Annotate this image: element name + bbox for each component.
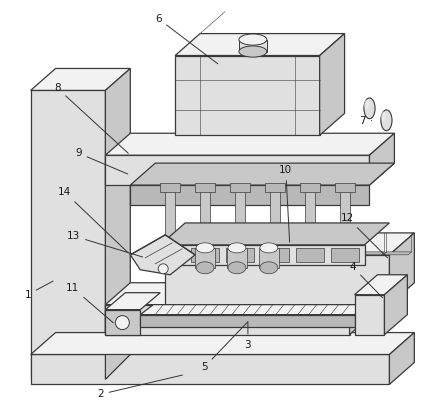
Polygon shape <box>259 248 279 268</box>
Polygon shape <box>156 248 184 262</box>
Text: 4: 4 <box>349 262 382 298</box>
Ellipse shape <box>239 46 267 57</box>
Polygon shape <box>105 293 160 310</box>
Polygon shape <box>200 185 210 250</box>
Polygon shape <box>230 183 250 192</box>
Polygon shape <box>195 183 215 192</box>
Polygon shape <box>334 240 354 255</box>
Polygon shape <box>175 33 345 55</box>
Polygon shape <box>261 248 289 262</box>
Polygon shape <box>334 183 354 192</box>
Polygon shape <box>303 252 330 255</box>
Text: 8: 8 <box>54 83 128 153</box>
Polygon shape <box>300 240 320 255</box>
Polygon shape <box>105 133 394 155</box>
Polygon shape <box>105 310 140 335</box>
Polygon shape <box>357 252 385 255</box>
Polygon shape <box>31 333 414 355</box>
Polygon shape <box>130 163 394 185</box>
Polygon shape <box>175 55 320 135</box>
Polygon shape <box>300 183 320 192</box>
Polygon shape <box>296 248 324 262</box>
Polygon shape <box>105 155 369 185</box>
Polygon shape <box>191 248 219 262</box>
Polygon shape <box>105 283 374 305</box>
Ellipse shape <box>381 111 386 121</box>
Polygon shape <box>389 333 414 384</box>
Ellipse shape <box>228 262 246 274</box>
Polygon shape <box>140 305 368 315</box>
Polygon shape <box>105 69 130 379</box>
Text: 3: 3 <box>245 322 251 350</box>
Ellipse shape <box>364 100 369 109</box>
Polygon shape <box>31 69 130 91</box>
Ellipse shape <box>228 243 246 253</box>
Polygon shape <box>227 248 247 268</box>
Text: 1: 1 <box>24 281 53 300</box>
Text: 14: 14 <box>58 187 128 253</box>
Polygon shape <box>340 185 350 250</box>
Polygon shape <box>222 252 250 255</box>
Polygon shape <box>354 275 408 295</box>
Polygon shape <box>354 295 385 335</box>
Polygon shape <box>384 252 412 255</box>
Bar <box>239 40 267 51</box>
Ellipse shape <box>239 34 267 45</box>
Circle shape <box>115 316 129 330</box>
Polygon shape <box>270 185 280 250</box>
Polygon shape <box>305 185 315 250</box>
Polygon shape <box>265 240 285 255</box>
Polygon shape <box>31 355 389 384</box>
Polygon shape <box>31 91 105 379</box>
Polygon shape <box>165 185 175 250</box>
Text: 11: 11 <box>66 283 113 323</box>
Polygon shape <box>320 33 345 135</box>
Text: 6: 6 <box>155 13 218 64</box>
Polygon shape <box>140 315 354 326</box>
Ellipse shape <box>196 243 214 253</box>
Circle shape <box>158 264 168 274</box>
Polygon shape <box>165 233 414 255</box>
Text: 13: 13 <box>67 231 143 257</box>
Text: 10: 10 <box>279 165 292 242</box>
Polygon shape <box>249 252 277 255</box>
Polygon shape <box>130 185 369 205</box>
Text: 9: 9 <box>75 148 128 174</box>
Polygon shape <box>369 133 394 185</box>
Ellipse shape <box>260 243 278 253</box>
Polygon shape <box>105 305 350 335</box>
Polygon shape <box>165 255 389 305</box>
Polygon shape <box>160 183 180 192</box>
Text: 12: 12 <box>341 213 388 258</box>
Polygon shape <box>350 283 374 335</box>
Ellipse shape <box>381 110 392 131</box>
Polygon shape <box>195 252 223 255</box>
Polygon shape <box>385 275 408 335</box>
Text: 5: 5 <box>201 322 248 373</box>
Polygon shape <box>235 185 245 250</box>
Polygon shape <box>195 240 215 255</box>
Polygon shape <box>230 240 250 255</box>
Text: 7: 7 <box>359 116 372 126</box>
Text: 2: 2 <box>97 375 183 399</box>
Polygon shape <box>160 240 180 255</box>
Polygon shape <box>195 248 215 268</box>
Polygon shape <box>130 235 195 275</box>
Polygon shape <box>330 252 358 255</box>
Polygon shape <box>226 248 254 262</box>
Polygon shape <box>265 183 285 192</box>
Polygon shape <box>330 248 358 262</box>
Polygon shape <box>276 252 304 255</box>
Ellipse shape <box>364 98 375 119</box>
Ellipse shape <box>260 262 278 274</box>
Ellipse shape <box>196 262 214 274</box>
Polygon shape <box>160 223 389 245</box>
Polygon shape <box>160 245 365 265</box>
Polygon shape <box>389 233 414 305</box>
